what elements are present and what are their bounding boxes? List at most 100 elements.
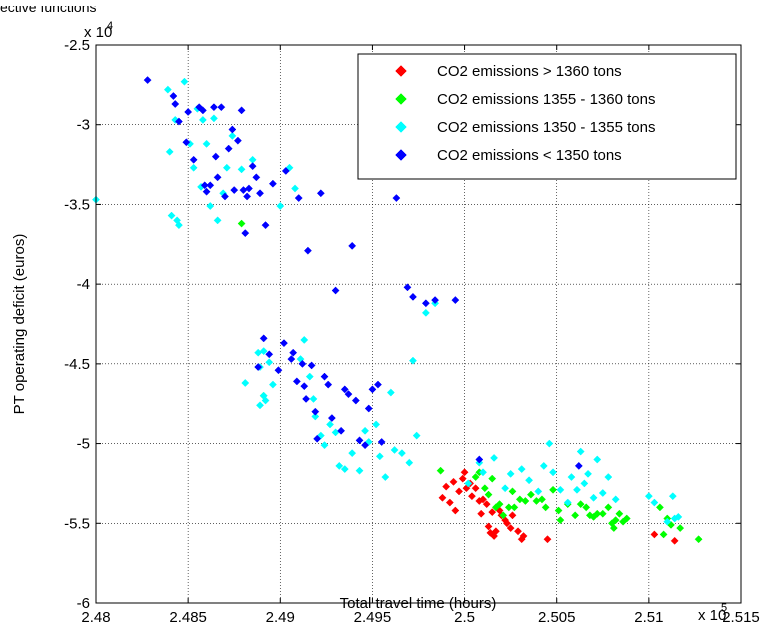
data-point: [307, 361, 316, 370]
data-point: [368, 385, 377, 394]
data-point: [386, 388, 395, 397]
data-point: [375, 452, 384, 461]
data-point: [455, 487, 463, 496]
data-point: [526, 490, 535, 499]
data-point: [556, 485, 565, 494]
data-point: [180, 77, 189, 86]
data-point: [326, 420, 334, 429]
data-point: [604, 503, 613, 512]
data-point: [364, 404, 373, 413]
data-point: [311, 412, 320, 421]
data-point: [259, 347, 268, 356]
data-point: [503, 519, 511, 528]
data-point: [381, 473, 390, 482]
data-point: [316, 189, 325, 198]
data-point: [421, 299, 430, 308]
data-point: [650, 530, 659, 539]
data-point: [392, 194, 401, 203]
x-tick-label: 2.495: [354, 609, 392, 624]
data-point: [451, 506, 460, 515]
data-point: [593, 455, 602, 464]
data-point: [174, 117, 183, 126]
data-point: [327, 414, 336, 423]
legend-label: CO2 emissions 1355 - 1360 tons: [437, 91, 655, 108]
data-point: [265, 358, 274, 367]
y-tick-label: -5.5: [64, 515, 90, 532]
x-tick-label: 2.48: [81, 609, 110, 624]
data-point: [567, 473, 576, 482]
data-point: [313, 434, 322, 443]
data-point: [576, 500, 585, 509]
x-multiplier: x 10 5: [698, 602, 727, 624]
data-point: [622, 514, 631, 523]
data-point: [598, 489, 607, 497]
data-point: [206, 181, 215, 190]
data-point: [490, 453, 499, 462]
data-point: [211, 152, 220, 161]
legend-label: CO2 emissions 1350 - 1355 tons: [437, 119, 655, 136]
data-point: [397, 449, 406, 458]
data-point: [508, 511, 517, 520]
data-point: [254, 363, 263, 371]
data-point: [495, 500, 504, 509]
data-point: [479, 468, 487, 477]
data-point: [374, 380, 382, 389]
data-point: [237, 106, 246, 115]
data-point: [224, 144, 233, 153]
x-tick-label: 2.51: [634, 609, 663, 624]
data-point: [202, 139, 211, 148]
data-point: [449, 477, 458, 486]
y-tick-label: -3: [77, 117, 90, 134]
data-point: [694, 535, 703, 544]
y-axis-label: PT operating deficit (euros): [11, 234, 28, 415]
data-point: [604, 473, 613, 482]
data-point: [556, 516, 565, 525]
data-point: [348, 241, 357, 250]
data-point: [200, 181, 209, 190]
data-point: [217, 103, 226, 112]
data-point: [320, 441, 329, 450]
data-point: [574, 461, 583, 470]
svg-text:x 10: x 10: [698, 607, 726, 624]
data-point: [541, 503, 550, 512]
data-point: [348, 449, 357, 458]
data-point: [291, 184, 299, 193]
data-point: [491, 527, 500, 536]
data-point: [484, 490, 493, 499]
data-point: [539, 461, 548, 470]
data-point: [650, 498, 659, 507]
data-point: [298, 359, 307, 368]
data-point: [202, 187, 211, 196]
data-point: [549, 485, 557, 494]
data-point: [303, 246, 312, 255]
legend-label: CO2 emissions > 1360 tons: [437, 63, 622, 80]
data-point: [543, 535, 552, 544]
data-point: [209, 114, 218, 123]
data-point: [165, 147, 174, 156]
data-point: [361, 441, 370, 450]
data-point: [576, 447, 585, 456]
data-point: [409, 292, 417, 301]
data-point: [265, 350, 274, 359]
y-tick-label: -3.5: [64, 196, 90, 213]
data-point: [340, 385, 349, 394]
data-point: [663, 517, 672, 526]
data-point: [182, 138, 191, 147]
legend-label: CO2 emissions < 1350 tons: [437, 147, 622, 164]
data-point: [534, 487, 543, 496]
data-points: [92, 76, 703, 545]
x-tick-label: 2.505: [538, 609, 576, 624]
data-point: [163, 85, 172, 94]
legend-box: [357, 53, 737, 180]
data-point: [294, 194, 303, 203]
data-point: [300, 335, 309, 344]
data-point: [451, 296, 460, 305]
plot-frame: [95, 44, 742, 604]
x-tick-label: 2.49: [266, 609, 295, 624]
data-point: [361, 426, 370, 435]
data-point: [445, 498, 454, 507]
legend-marker: [395, 121, 407, 133]
data-point: [233, 136, 242, 145]
data-point: [538, 495, 546, 504]
data-point: [259, 391, 268, 400]
